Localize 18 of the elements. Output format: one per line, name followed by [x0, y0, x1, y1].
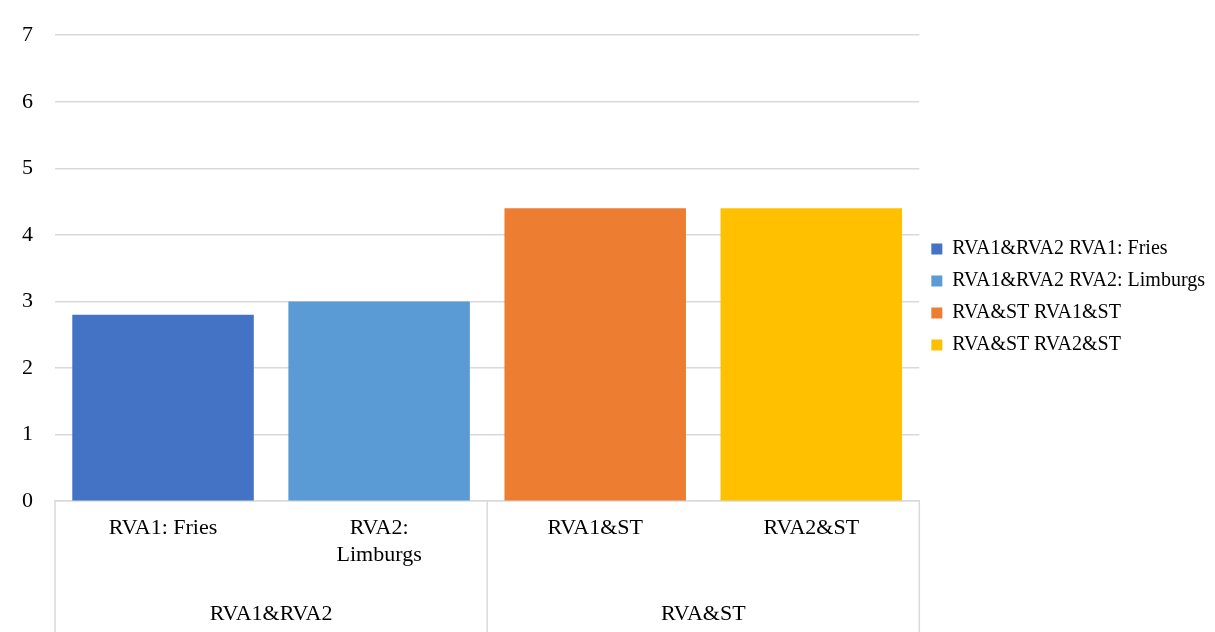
legend-label: RVA&ST RVA2&ST — [952, 332, 1121, 355]
x-tick-label: RVA1&ST — [547, 514, 644, 540]
y-tick-label: 6 — [22, 87, 33, 113]
y-tick-label: 4 — [22, 220, 33, 246]
legend-label: RVA1&RVA2 RVA2: Limburgs — [952, 268, 1206, 292]
legend-label: RVA1&RVA2 RVA1: Fries — [952, 236, 1168, 259]
y-tick-label: 0 — [22, 486, 33, 512]
x-tick-label: RVA1: Fries — [108, 514, 218, 540]
text: RVA1&RVA2 — [209, 599, 333, 625]
y-tick-label: 2 — [22, 353, 33, 379]
y-tick-label: 7 — [22, 20, 33, 46]
x-tick-label: RVA2&ST — [763, 514, 860, 540]
text: RVA&ST — [660, 599, 747, 625]
x-tick-label: RVA2: Limburgs — [336, 514, 422, 566]
legend-label: RVA&ST RVA1&ST — [952, 300, 1121, 323]
y-tick-label: 5 — [22, 154, 33, 180]
y-tick-label: 3 — [22, 287, 33, 313]
y-tick-label: 1 — [22, 420, 33, 446]
